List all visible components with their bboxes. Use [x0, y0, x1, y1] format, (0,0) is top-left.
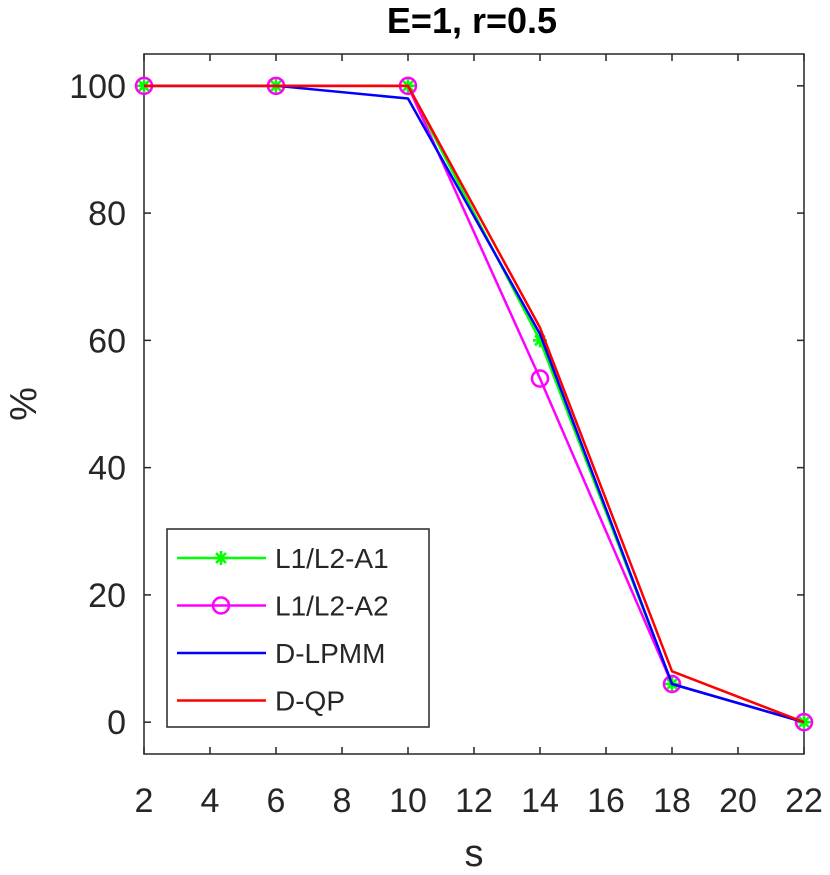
x-tick-label: 6	[267, 782, 286, 820]
legend-label-l1-l2-a1: L1/L2-A1	[275, 543, 389, 574]
x-tick-label: 18	[653, 782, 691, 820]
data-point-l1-l2-a2	[530, 369, 550, 388]
x-tick-label: 4	[201, 782, 220, 820]
y-tick-label: 20	[88, 577, 126, 615]
x-tick-label: 2	[135, 782, 154, 820]
asterisk-stroke	[215, 552, 227, 564]
y-tick-label: 40	[88, 450, 126, 488]
legend-label-l1-l2-a2: L1/L2-A2	[275, 591, 389, 622]
legend-marker-l1-l2-a1	[214, 551, 228, 565]
legend-label-d-qp: D-QP	[275, 686, 345, 717]
x-tick-label: 16	[587, 782, 625, 820]
x-axis-label: s	[465, 833, 484, 875]
legend-box	[166, 528, 430, 728]
y-tick-label: 80	[88, 195, 126, 233]
x-tick-label: 20	[719, 782, 757, 820]
y-axis-label: %	[3, 387, 45, 421]
series-line-d-qp	[144, 84, 805, 724]
x-tick-label: 22	[785, 782, 823, 820]
chart-title: E=1, r=0.5	[387, 0, 557, 41]
y-tick-label: 60	[88, 322, 126, 360]
data-series	[134, 76, 814, 732]
x-tick-label: 8	[333, 782, 352, 820]
data-point-l1-l2-a2	[662, 674, 682, 694]
x-tick-label: 14	[521, 782, 559, 820]
legend: L1/L2-A1 L1/L2-A2 D-LPMM D-QP	[166, 528, 430, 728]
y-tick-label: 100	[69, 68, 126, 106]
x-tick-label: 10	[389, 782, 427, 820]
data-point-l1-l2-a2	[794, 712, 814, 732]
axis-ticks: 2 4 6 8 10 12 14 16 18 20 22 0 20 40 60 80 100	[69, 54, 823, 820]
legend-label-d-lpmm: D-LPMM	[275, 638, 385, 669]
legend-marker-l1-l2-a2	[211, 596, 231, 615]
y-tick-label: 0	[107, 704, 126, 742]
x-tick-label: 12	[455, 782, 493, 820]
